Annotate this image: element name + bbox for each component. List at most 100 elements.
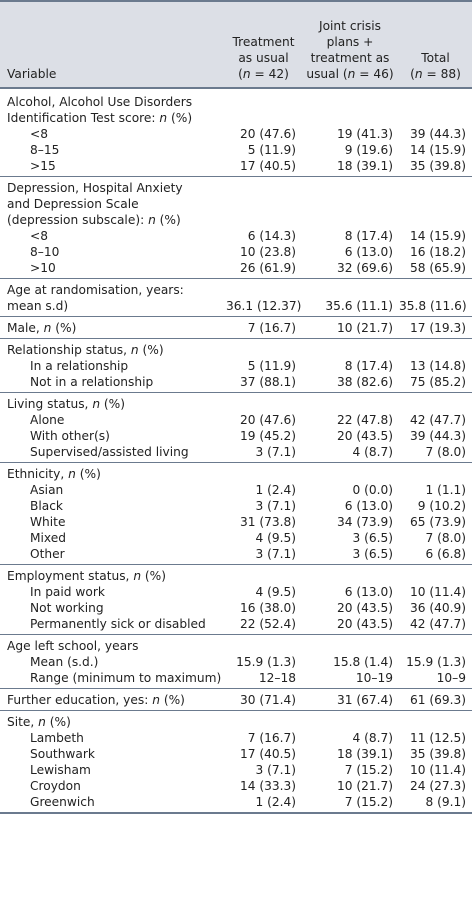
cell-treatment-as-usual: 6 (14.3) [247,229,296,243]
baseline-characteristics-table: Variable Treatment as usual (n = 42) Joi… [0,0,472,814]
row-label: Alone [30,413,65,427]
group-row: Living status, n (%) [0,392,472,412]
row-label: Croydon [30,779,81,793]
group-row: Depression, Hospital Anxiety and Depressi… [0,176,472,228]
row-label: Permanently sick or disabled [30,617,206,631]
cell-joint-crisis-plans: 20 (43.5) [336,601,393,615]
cell-total: 7 (8.0) [425,531,466,545]
cell-joint-crisis-plans: 18 (39.1) [336,159,393,173]
group-label-line: Site, n (%) [7,715,71,729]
group-row: Employment status, n (%) [0,564,472,584]
cell-joint-crisis-plans: 34 (73.9) [336,515,393,529]
cell-joint-crisis-plans: 32 (69.6) [336,261,393,275]
cell-treatment-as-usual: 31 (73.8) [239,515,296,529]
cell-total: 16 (18.2) [409,245,466,259]
table-header: Variable Treatment as usual (n = 42) Joi… [0,0,472,89]
header-treatment-as-usual: Treatment as usual (n = 42) [226,0,301,89]
cell-joint-crisis-plans: 3 (6.5) [352,531,393,545]
table-row: >15 17 (40.5) 18 (39.1) 35 (39.8) [0,158,472,177]
header-line: Joint crisis [319,19,381,33]
cell-total: 35.8 (11.6) [399,278,472,317]
group-row: Alcohol, Alcohol Use Disorders Identifica… [0,88,472,126]
table-row: Range (minimum to maximum) 12–18 10–19 10–9 [0,670,472,689]
header-line: usual (n = 46) [306,67,394,81]
cell-treatment-as-usual: 12–18 [258,671,296,685]
group-row: Age at randomisation, years: mean s.d) 36.… [0,278,472,317]
cell-treatment-as-usual: 17 (40.5) [239,159,296,173]
row-label: Supervised/assisted living [30,445,189,459]
cell-total: 35 (39.8) [409,159,466,173]
table-row: 8–10 10 (23.8) 6 (13.0) 16 (18.2) [0,244,472,260]
table-row: Not in a relationship 37 (88.1) 38 (82.6) 7… [0,374,472,393]
cell-joint-crisis-plans: 7 (15.2) [301,794,399,814]
cell-joint-crisis-plans: 10–19 [355,671,393,685]
row-label: Lambeth [30,731,84,745]
cell-total: 8 (9.1) [399,794,472,814]
cell-joint-crisis-plans: 20 (43.5) [336,429,393,443]
group-label-line: Employment status, n (%) [7,569,167,583]
table-row: >10 26 (61.9) 32 (69.6) 58 (65.9) [0,260,472,279]
cell-treatment-as-usual: 17 (40.5) [239,747,296,761]
group-label-line: Male, n (%) [7,321,77,335]
group-label: Depression, Hospital Anxiety and Depressi… [0,176,226,228]
cell-total: 39 (44.3) [409,429,466,443]
row-label: <8 [30,127,48,141]
cell-treatment-as-usual: 7 (16.7) [226,316,301,339]
cell-total: 42 (47.7) [409,413,466,427]
group-label: Alcohol, Alcohol Use Disorders Identifica… [0,88,226,126]
group-label-line: Ethnicity, n (%) [7,467,101,481]
row-label: With other(s) [30,429,110,443]
cell-treatment-as-usual: 10 (23.8) [239,245,296,259]
cell-treatment-as-usual: 5 (11.9) [247,359,296,373]
table-row: In a relationship 5 (11.9) 8 (17.4) 13 (14.… [0,358,472,374]
cell-joint-crisis-plans: 8 (17.4) [344,359,393,373]
table-row: With other(s) 19 (45.2) 20 (43.5) 39 (44.3) [0,428,472,444]
empty-cell [226,392,472,412]
table-row: Lambeth 7 (16.7) 4 (8.7) 11 (12.5) [0,730,472,746]
cell-total: 9 (10.2) [417,499,466,513]
cell-joint-crisis-plans: 15.8 (1.4) [333,655,393,669]
empty-cell [226,634,472,654]
table-row: Permanently sick or disabled 22 (52.4) 20 … [0,616,472,635]
cell-joint-crisis-plans: 4 (8.7) [352,445,393,459]
cell-joint-crisis-plans: 7 (15.2) [344,763,393,777]
cell-total: 24 (27.3) [409,779,466,793]
row-label: >15 [30,159,56,173]
cell-total: 35 (39.8) [409,747,466,761]
group-label: Age left school, years [0,634,226,654]
cell-joint-crisis-plans: 38 (82.6) [336,375,393,389]
table-row: Croydon 14 (33.3) 10 (21.7) 24 (27.3) [0,778,472,794]
cell-total: 7 (8.0) [425,445,466,459]
row-label: Southwark [30,747,95,761]
cell-joint-crisis-plans: 0 (0.0) [352,483,393,497]
cell-joint-crisis-plans: 6 (13.0) [344,499,393,513]
row-label: Not in a relationship [30,375,154,389]
row-label: 8–15 [30,143,60,157]
table-row: In paid work 4 (9.5) 6 (13.0) 10 (11.4) [0,584,472,600]
cell-total: 75 (85.2) [409,375,466,389]
table-row: <8 20 (47.6) 19 (41.3) 39 (44.3) [0,126,472,142]
cell-treatment-as-usual: 3 (7.1) [255,763,296,777]
group-label: Site, n (%) [0,710,226,730]
group-row: Male, n (%) 7 (16.7) 10 (21.7) 17 (19.3) [0,316,472,339]
header-line: Treatment [232,35,295,49]
row-label: Not working [30,601,104,615]
cell-treatment-as-usual: 26 (61.9) [239,261,296,275]
cell-joint-crisis-plans: 31 (67.4) [301,688,399,711]
cell-joint-crisis-plans: 18 (39.1) [336,747,393,761]
table-row: Not working 16 (38.0) 20 (43.5) 36 (40.9) [0,600,472,616]
cell-treatment-as-usual: 15.9 (1.3) [236,655,296,669]
cell-joint-crisis-plans: 6 (13.0) [344,245,393,259]
empty-cell [226,462,472,482]
cell-total: 42 (47.7) [409,617,466,631]
group-label-line: and Depression Scale [7,197,139,211]
table-row: <8 6 (14.3) 8 (17.4) 14 (15.9) [0,228,472,244]
cell-treatment-as-usual: 20 (47.6) [239,413,296,427]
group-label: Male, n (%) [0,316,226,339]
row-label: Range (minimum to maximum) [30,671,222,685]
cell-treatment-as-usual: 30 (71.4) [226,688,301,711]
table-row: Other 3 (7.1) 3 (6.5) 6 (6.8) [0,546,472,565]
cell-treatment-as-usual: 37 (88.1) [239,375,296,389]
table-row: Supervised/assisted living 3 (7.1) 4 (8.7)… [0,444,472,463]
empty-cell [226,338,472,358]
